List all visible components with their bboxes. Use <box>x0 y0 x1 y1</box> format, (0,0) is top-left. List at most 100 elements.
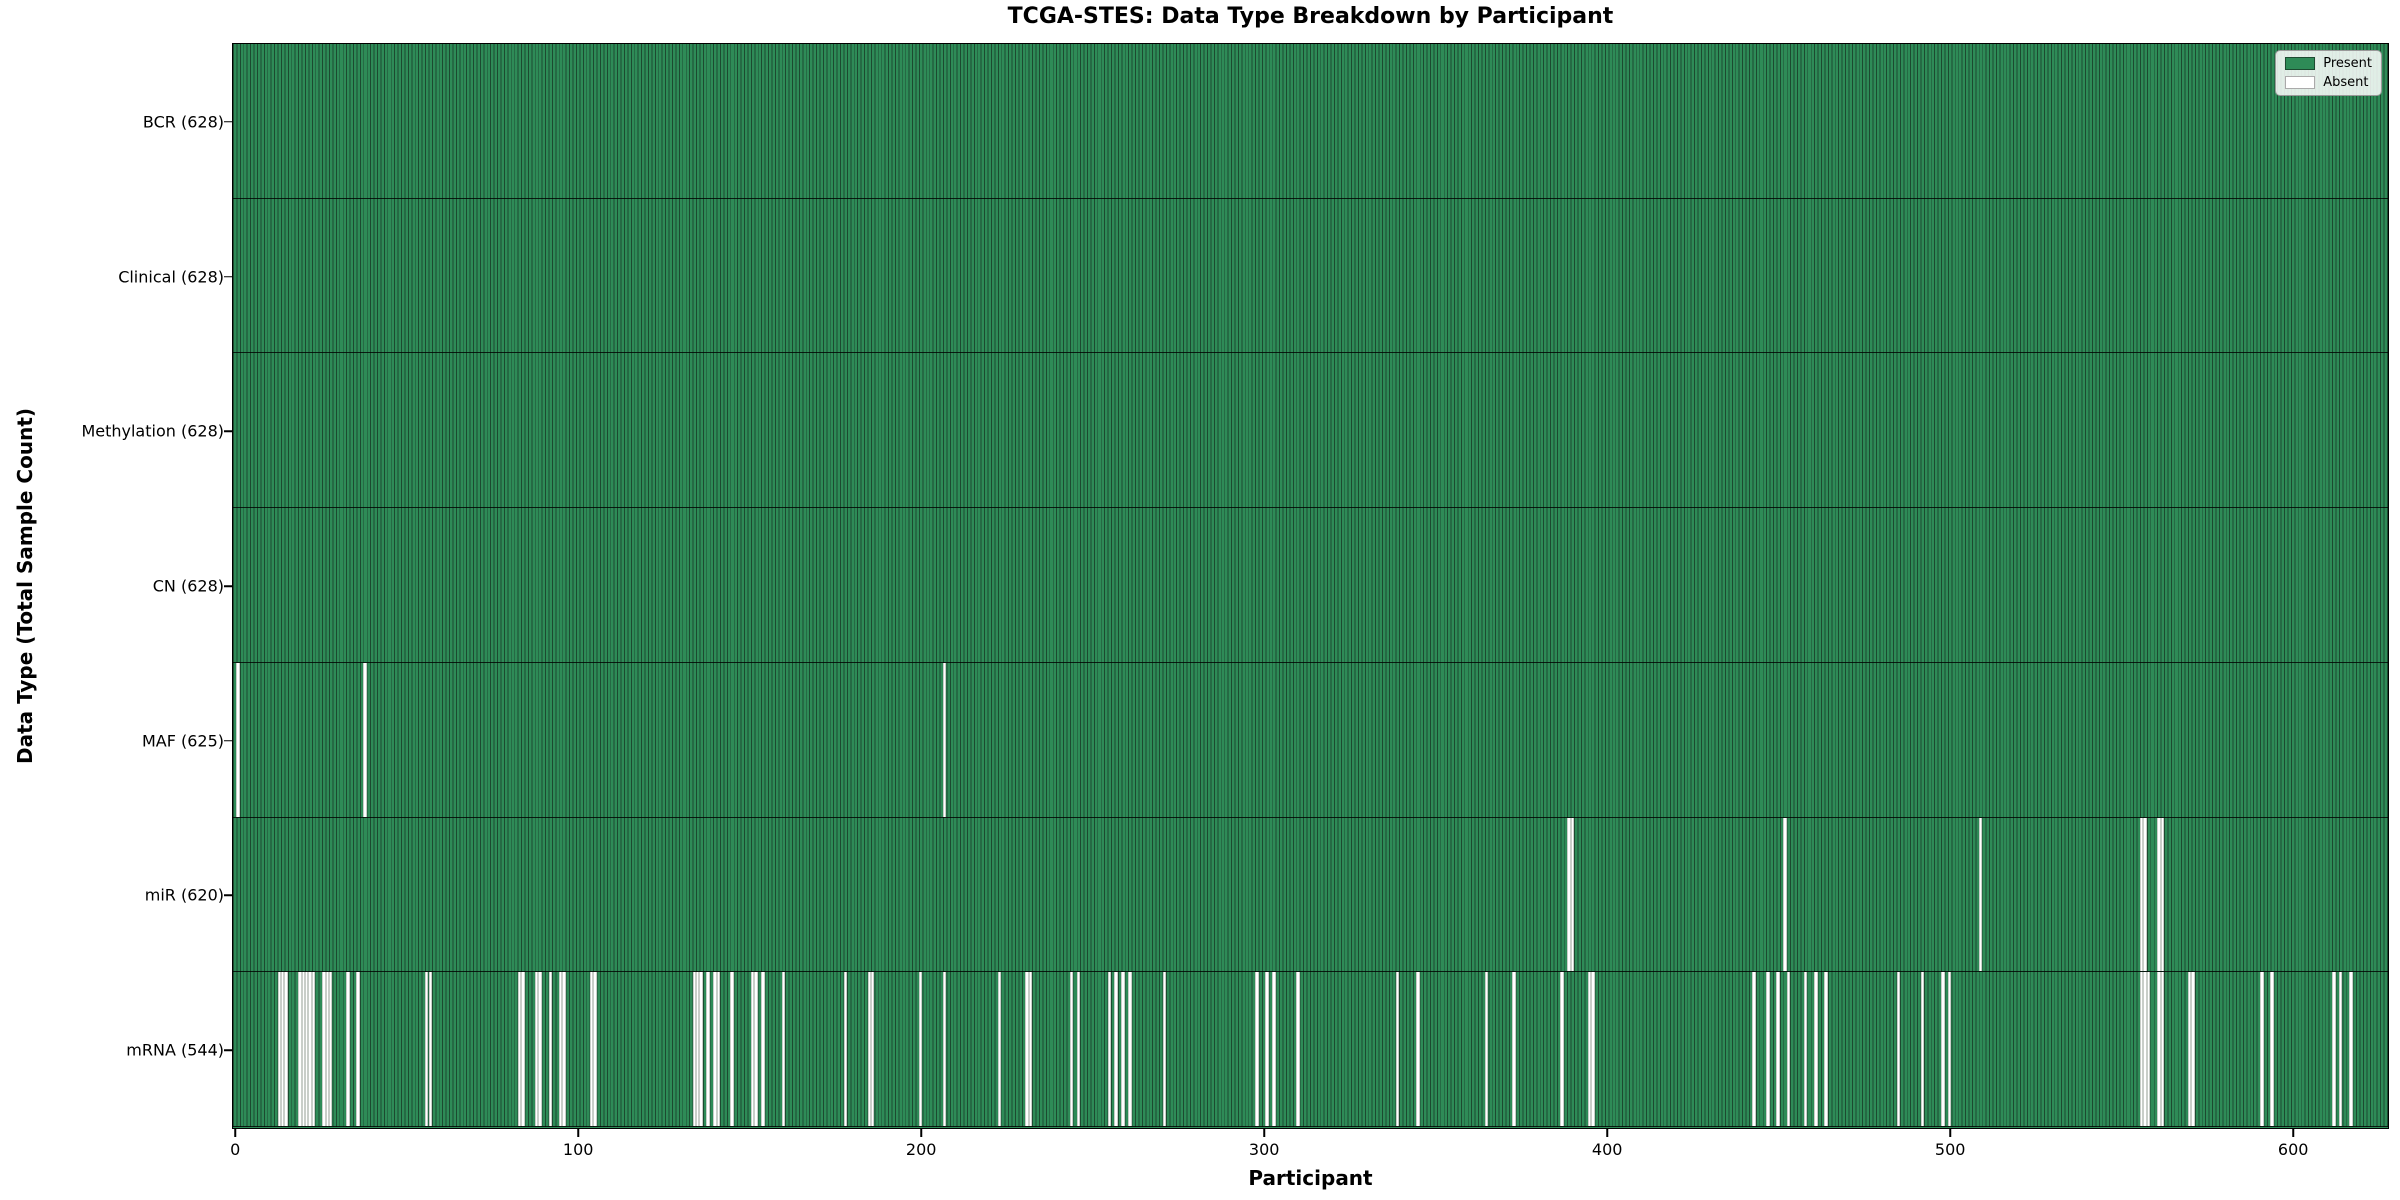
absent-stripe <box>942 972 947 1126</box>
y-tick-mark <box>224 121 232 123</box>
row-mrna <box>233 972 2388 1127</box>
absent-stripe <box>699 972 703 1126</box>
absent-stripe <box>1920 972 1924 1126</box>
x-tick-mark <box>920 1129 922 1137</box>
absent-stripe <box>548 972 552 1126</box>
absent-stripe <box>870 972 875 1126</box>
chart-title: TCGA-STES: Data Type Breakdown by Partic… <box>1007 4 1614 29</box>
y-tick-label-bcr: BCR (628) <box>142 112 224 132</box>
x-tick-mark <box>1606 1129 1608 1137</box>
absent-stripe <box>1107 972 1112 1126</box>
x-tick-label-500: 500 <box>1934 1140 1966 1159</box>
absent-stripe <box>1978 817 1983 972</box>
absent-stripe <box>236 662 240 817</box>
row-mir <box>233 817 2388 973</box>
y-tick-mark <box>224 275 232 278</box>
absent-stripe <box>589 972 594 1126</box>
absent-stripe <box>1272 972 1276 1126</box>
y-tick-label-maf: MAF (625) <box>141 731 224 751</box>
absent-stripe <box>1947 972 1952 1126</box>
absent-stripe <box>997 972 1002 1126</box>
x-tick-label-600: 600 <box>2277 1140 2309 1159</box>
absent-stripe <box>730 972 734 1126</box>
absent-stripe <box>1591 972 1595 1126</box>
absent-stripe <box>1824 972 1828 1126</box>
absent-stripe <box>1484 972 1489 1126</box>
absent-stripe <box>311 972 316 1126</box>
absent-stripe <box>918 972 923 1126</box>
absent-stripe <box>692 972 697 1126</box>
absent-stripe <box>428 972 432 1126</box>
absent-stripe <box>558 972 563 1126</box>
absent-stripe <box>2338 972 2343 1126</box>
absent-stripe <box>281 972 285 1126</box>
absent-stripe <box>1296 972 1300 1126</box>
absent-stripe <box>1069 972 1074 1126</box>
row-cn <box>233 508 2388 663</box>
absent-stripe <box>1570 817 1575 972</box>
absent-stripe <box>1786 972 1791 1126</box>
absent-stripe <box>713 972 717 1126</box>
absent-stripe <box>2140 817 2144 972</box>
absent-stripe <box>2260 972 2264 1126</box>
x-tick-mark <box>577 1129 579 1137</box>
absent-stripe <box>1766 972 1770 1126</box>
absent-stripe <box>1814 972 1818 1126</box>
absent-stripe <box>2146 972 2151 1126</box>
absent-stripe <box>761 972 765 1126</box>
absent-stripe <box>346 972 350 1126</box>
absent-stripe <box>754 972 758 1126</box>
absent-stripe <box>706 972 710 1126</box>
absent-stripe <box>277 972 281 1126</box>
y-tick-label-cn: CN (628) <box>152 576 224 596</box>
absent-stripe <box>716 972 721 1126</box>
absent-stripe <box>2349 972 2353 1126</box>
absent-stripe <box>1512 972 1516 1126</box>
absent-stripe <box>562 972 566 1126</box>
absent-stripe <box>1752 972 1756 1126</box>
absent-stripe <box>521 972 525 1126</box>
absent-stripe <box>1416 972 1420 1126</box>
x-axis-label: Participant <box>1248 1166 1373 1190</box>
legend-absent-label: Absent <box>2323 75 2369 90</box>
x-tick-mark <box>1263 1129 1265 1137</box>
row-bcr <box>233 44 2388 199</box>
y-tick-mark <box>224 585 232 587</box>
absent-stripe <box>538 972 542 1126</box>
absent-stripe <box>1162 972 1166 1126</box>
legend-item-absent: Absent <box>2285 75 2372 90</box>
legend: Present Absent <box>2275 50 2382 96</box>
legend-present-label: Present <box>2323 56 2372 71</box>
absent-stripe <box>2188 972 2192 1126</box>
absent-stripe <box>1255 972 1259 1126</box>
absent-stripe <box>305 972 309 1126</box>
absent-stripe <box>1128 972 1132 1126</box>
x-tick-label-300: 300 <box>1248 1140 1280 1159</box>
absent-stripe <box>2143 972 2147 1126</box>
absent-stripe <box>1941 972 1945 1126</box>
absent-stripe <box>325 972 330 1126</box>
absent-stripe <box>696 972 700 1126</box>
absent-stripe <box>1560 972 1564 1126</box>
y-tick-label-methylation: Methylation (628) <box>81 421 224 441</box>
absent-stripe <box>1395 972 1400 1126</box>
absent-stripe <box>1025 972 1029 1126</box>
absent-stripe <box>356 972 360 1126</box>
plot-area: Present Absent <box>232 43 2389 1129</box>
absent-stripe <box>1121 972 1125 1126</box>
legend-item-present: Present <box>2285 56 2372 71</box>
absent-stripe <box>2157 817 2161 972</box>
absent-stripe <box>2191 972 2195 1126</box>
absent-stripe <box>1076 972 1081 1126</box>
legend-absent-swatch <box>2285 76 2316 89</box>
row-maf <box>233 662 2388 818</box>
x-tick-label-100: 100 <box>562 1140 594 1159</box>
y-axis-label: Data Type (Total Sample Count) <box>13 407 37 765</box>
absent-stripe <box>750 972 755 1126</box>
x-tick-label-400: 400 <box>1591 1140 1623 1159</box>
absent-stripe <box>1587 972 1592 1126</box>
absent-stripe <box>322 972 326 1126</box>
absent-stripe <box>329 972 333 1126</box>
x-tick-label-200: 200 <box>905 1140 937 1159</box>
